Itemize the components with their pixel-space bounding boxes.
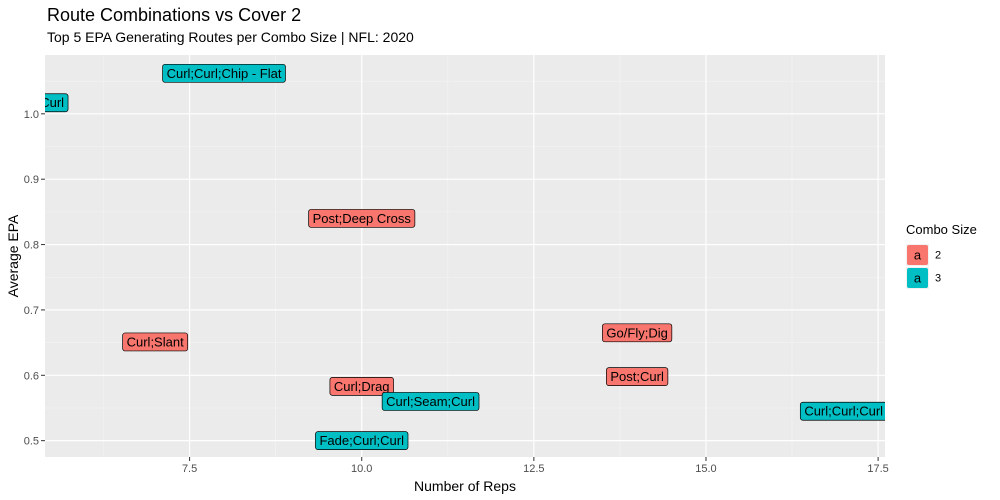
- plot-panel: [45, 55, 885, 457]
- label-box: [602, 323, 673, 343]
- major-gridlines: [45, 55, 885, 457]
- y-tick-label: 0.7: [24, 305, 39, 317]
- y-tick-label: 0.8: [24, 240, 39, 252]
- point-label-2: Curl;Slant: [122, 332, 189, 352]
- chart-title: Route Combinations vs Cover 2: [47, 5, 301, 25]
- point-labels: Post;Deep Cross Go/Fly;Dig Curl;Slant Post;…: [0, 63, 885, 451]
- y-tick-label: 0.6: [24, 370, 39, 382]
- x-axis-title: Number of Reps: [414, 478, 516, 494]
- y-tick-label: 1.0: [24, 109, 39, 121]
- legend-key-glyph: a: [914, 271, 922, 286]
- point-label-2: Curl;Drag: [329, 377, 394, 396]
- point-label-3: Curl;Seam;Curl: [381, 392, 480, 411]
- label-box: [799, 401, 885, 421]
- legend-key: [907, 268, 928, 288]
- y-tick-label: 0.5: [24, 436, 39, 448]
- point-label-2: Go/Fly;Dig: [602, 323, 673, 343]
- point-label-3: Curl;Curl;Curl: [799, 401, 885, 421]
- x-tick-label: 7.5: [182, 463, 197, 475]
- legend-key-glyph: a: [914, 248, 922, 263]
- x-tick-label: 12.5: [523, 463, 544, 475]
- label-text: Curl;Curl;Curl: [804, 404, 883, 419]
- label-text: Curl;Curl;Chip - Flat: [167, 66, 282, 81]
- label-box: [45, 93, 69, 113]
- y-axis: 0.5 0.6 0.7 0.8 0.9 1.0: [24, 109, 45, 448]
- x-tick-label: 15.0: [695, 463, 716, 475]
- point-label-2: Post;Deep Cross: [308, 209, 416, 228]
- label-text: Curl;Slant: [127, 334, 184, 349]
- label-text: Fade;Curl;Curl: [319, 433, 404, 448]
- legend-label: 3: [935, 273, 941, 285]
- minor-gridlines: [45, 55, 885, 457]
- label-text: Post;Deep Cross: [313, 211, 412, 226]
- x-tick-label: 10.0: [351, 463, 372, 475]
- label-text: Curl;Drag: [334, 379, 390, 394]
- label-text: Go/Fly;Dig: [606, 325, 667, 340]
- label-text: Curl;Seam;Curl: [386, 394, 475, 409]
- legend: Combo Size a 2a 3: [906, 222, 977, 289]
- legend-label: 2: [935, 250, 941, 262]
- label-box: [381, 392, 480, 411]
- chart-subtitle: Top 5 EPA Generating Routes per Combo Si…: [47, 29, 414, 45]
- x-tick-label: 17.5: [867, 463, 888, 475]
- x-axis: 7.5 10.0 12.5 15.0 17.5: [182, 457, 889, 475]
- label-box: [329, 377, 394, 396]
- y-tick-label: 0.9: [24, 174, 39, 186]
- label-box: [606, 367, 669, 386]
- label-box: [162, 63, 286, 83]
- label-box: [308, 209, 416, 228]
- label-box: [315, 431, 409, 451]
- label-text: Post;Curl: [610, 369, 664, 384]
- point-label-3: Curl;Curl;Chip - Flat: [162, 63, 286, 83]
- point-label-3: Fade;Curl;Curl: [315, 431, 409, 451]
- point-label-2: Post;Curl: [606, 367, 669, 386]
- y-axis-title: Average EPA: [5, 214, 21, 297]
- legend-key: [907, 245, 928, 265]
- label-box: [122, 332, 189, 352]
- legend-title: Combo Size: [906, 222, 977, 237]
- label-text: Go/Fly;Curl;Curl: [0, 95, 64, 110]
- point-label-3: Go/Fly;Curl;Curl: [0, 93, 69, 113]
